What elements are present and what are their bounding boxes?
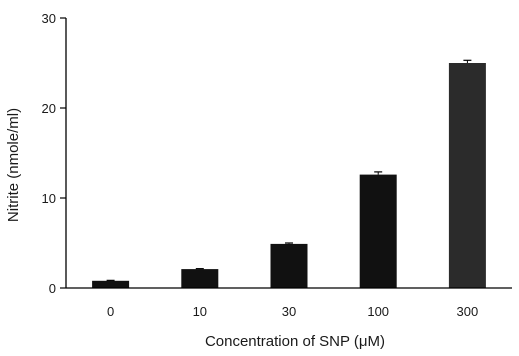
y-tick-label: 30 xyxy=(42,11,56,26)
y-tick-label: 0 xyxy=(49,281,56,296)
plot-area xyxy=(92,59,486,288)
x-tick-label: 300 xyxy=(457,304,479,319)
y-tick-label: 20 xyxy=(42,101,56,116)
y-axis-title: Nitrite (nmole/ml) xyxy=(5,108,22,222)
x-tick-label: 10 xyxy=(193,304,207,319)
bar-100 xyxy=(359,174,397,288)
bar-300 xyxy=(448,63,486,288)
bar-10 xyxy=(181,269,219,288)
x-axis-title: Concentration of SNP (μM) xyxy=(205,333,385,350)
axes xyxy=(65,18,512,289)
x-tick-label: 100 xyxy=(367,304,389,319)
x-tick-label: 0 xyxy=(107,304,114,319)
x-tick-label: 30 xyxy=(282,304,296,319)
bar-30 xyxy=(270,243,308,288)
bar-0 xyxy=(92,280,130,288)
y-tick-label: 10 xyxy=(42,191,56,206)
